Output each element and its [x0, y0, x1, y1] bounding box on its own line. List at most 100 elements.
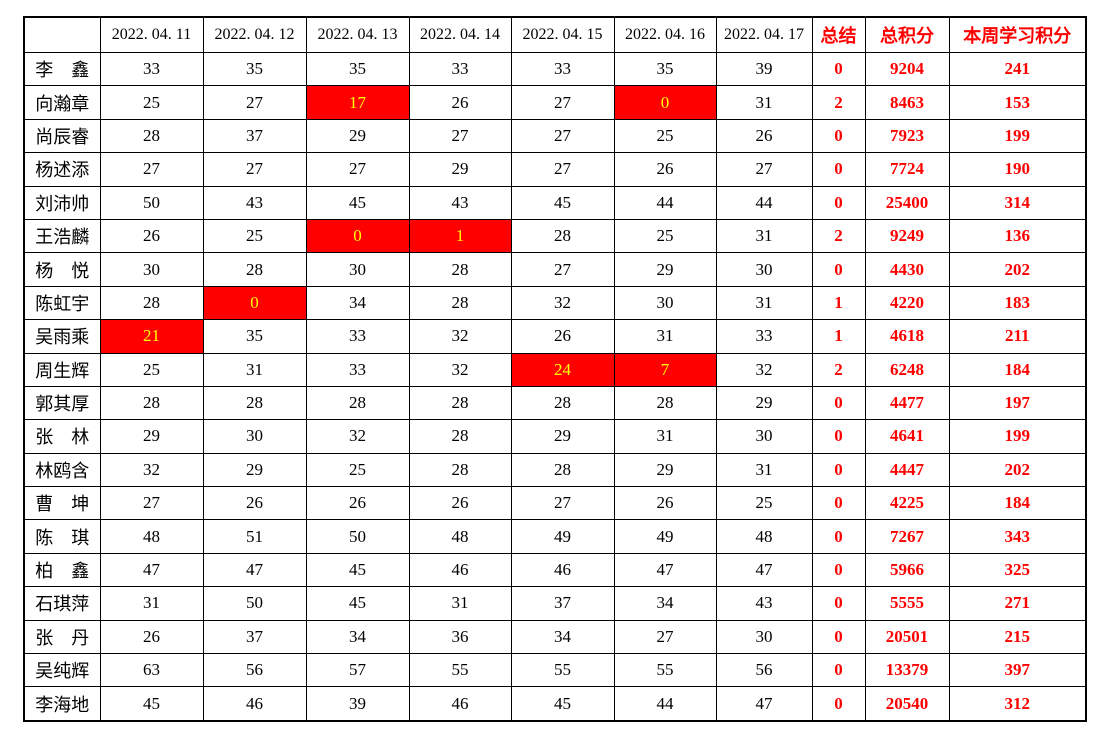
- summary-cell: 0: [811, 51, 866, 87]
- score-cell: 30: [715, 619, 813, 655]
- score-cell: 27: [715, 152, 813, 187]
- week-points-cell: 271: [948, 586, 1087, 621]
- score-cell: 43: [408, 185, 512, 220]
- student-name-cell: 石琪萍: [23, 586, 101, 621]
- score-cell: 28: [99, 385, 204, 421]
- summary-header: 本周学习积分: [948, 16, 1087, 53]
- score-cell: 31: [715, 285, 813, 321]
- score-cell: 27: [510, 152, 615, 187]
- score-cell: 56: [715, 653, 813, 688]
- score-cell: 26: [305, 486, 410, 521]
- summary-cell: 2: [811, 85, 866, 120]
- score-cell: 28: [202, 385, 307, 421]
- score-cell: 31: [613, 419, 717, 454]
- score-cell: 30: [715, 419, 813, 454]
- score-cell: 0: [202, 285, 307, 321]
- total-points-cell: 4641: [864, 419, 950, 454]
- score-cell: 31: [202, 352, 307, 387]
- table-row: 吴纯辉 63 56 57 55 55 55 56 0 13379 397: [23, 653, 1087, 688]
- table-row: 吴雨乘 21 35 33 32 26 31 33 1 4618 211: [23, 319, 1087, 354]
- score-cell: 35: [202, 51, 307, 87]
- score-cell: 26: [510, 319, 615, 354]
- score-cell: 30: [715, 252, 813, 287]
- student-name-cell: 杨 悦: [23, 252, 101, 287]
- score-cell: 27: [510, 85, 615, 120]
- score-cell: 37: [510, 586, 615, 621]
- score-cell: 29: [99, 419, 204, 454]
- total-points-cell: 20540: [864, 686, 950, 722]
- week-points-cell: 184: [948, 352, 1087, 387]
- score-cell: 28: [408, 452, 512, 488]
- student-name-cell: 曹 坤: [23, 486, 101, 521]
- table-row: 向瀚章 25 27 17 26 27 0 31 2 8463 153: [23, 85, 1087, 120]
- score-cell: 31: [715, 218, 813, 254]
- student-name-cell: 李 鑫: [23, 51, 101, 87]
- score-cell: 46: [408, 686, 512, 722]
- table-row: 陈 琪 48 51 50 48 49 49 48 0 7267 343: [23, 519, 1087, 554]
- total-points-cell: 9249: [864, 218, 950, 254]
- score-cell: 34: [510, 619, 615, 655]
- score-cell: 28: [99, 285, 204, 321]
- score-cell: 25: [613, 118, 717, 154]
- score-cell: 48: [99, 519, 204, 554]
- score-cell: 43: [202, 185, 307, 220]
- date-header: 2022. 04. 16: [613, 16, 717, 53]
- summary-cell: 0: [811, 552, 866, 588]
- score-cell: 27: [408, 118, 512, 154]
- score-cell: 34: [305, 285, 410, 321]
- table-header: 2022. 04. 11 2022. 04. 12 2022. 04. 13 2022…: [23, 16, 1087, 53]
- score-cell: 44: [715, 185, 813, 220]
- summary-cell: 0: [811, 486, 866, 521]
- score-cell: 44: [613, 686, 717, 722]
- total-points-cell: 7724: [864, 152, 950, 187]
- score-cell: 47: [715, 686, 813, 722]
- summary-cell: 0: [811, 452, 866, 488]
- score-cell: 31: [715, 452, 813, 488]
- total-points-cell: 13379: [864, 653, 950, 688]
- summary-header: 总结: [811, 16, 866, 53]
- score-cell: 17: [305, 85, 410, 120]
- score-cell: 27: [510, 486, 615, 521]
- summary-header: 总积分: [864, 16, 950, 53]
- week-points-cell: 325: [948, 552, 1087, 588]
- score-cell: 33: [408, 51, 512, 87]
- student-name-cell: 郭其厚: [23, 385, 101, 421]
- score-cell: 55: [408, 653, 512, 688]
- score-cell: 50: [202, 586, 307, 621]
- score-cell: 27: [202, 85, 307, 120]
- score-cell: 45: [99, 686, 204, 722]
- score-cell: 25: [202, 218, 307, 254]
- student-name-cell: 陈虹宇: [23, 285, 101, 321]
- score-cell: 24: [510, 352, 615, 387]
- week-points-cell: 183: [948, 285, 1087, 321]
- table-row: 林鸥含 32 29 25 28 28 29 31 0 4447 202: [23, 452, 1087, 488]
- week-points-cell: 211: [948, 319, 1087, 354]
- table-row: 张 丹 26 37 34 36 34 27 30 0 20501 215: [23, 619, 1087, 655]
- score-cell: 26: [613, 152, 717, 187]
- score-cell: 27: [99, 486, 204, 521]
- week-points-cell: 136: [948, 218, 1087, 254]
- score-cell: 27: [99, 152, 204, 187]
- total-points-cell: 4447: [864, 452, 950, 488]
- score-cell: 32: [715, 352, 813, 387]
- score-cell: 49: [510, 519, 615, 554]
- score-cell: 31: [408, 586, 512, 621]
- score-cell: 25: [305, 452, 410, 488]
- score-cell: 28: [408, 419, 512, 454]
- date-header: 2022. 04. 12: [202, 16, 307, 53]
- date-header: 2022. 04. 15: [510, 16, 615, 53]
- score-cell: 29: [613, 452, 717, 488]
- header-row: 2022. 04. 11 2022. 04. 12 2022. 04. 13 2022…: [23, 16, 1087, 53]
- week-points-cell: 153: [948, 85, 1087, 120]
- student-name-cell: 王浩麟: [23, 218, 101, 254]
- score-cell: 28: [408, 385, 512, 421]
- score-cell: 27: [305, 152, 410, 187]
- week-points-cell: 241: [948, 51, 1087, 87]
- score-cell: 45: [305, 552, 410, 588]
- score-cell: 28: [510, 218, 615, 254]
- score-cell: 45: [305, 185, 410, 220]
- total-points-cell: 5555: [864, 586, 950, 621]
- score-cell: 45: [510, 686, 615, 722]
- score-cell: 34: [305, 619, 410, 655]
- summary-cell: 0: [811, 586, 866, 621]
